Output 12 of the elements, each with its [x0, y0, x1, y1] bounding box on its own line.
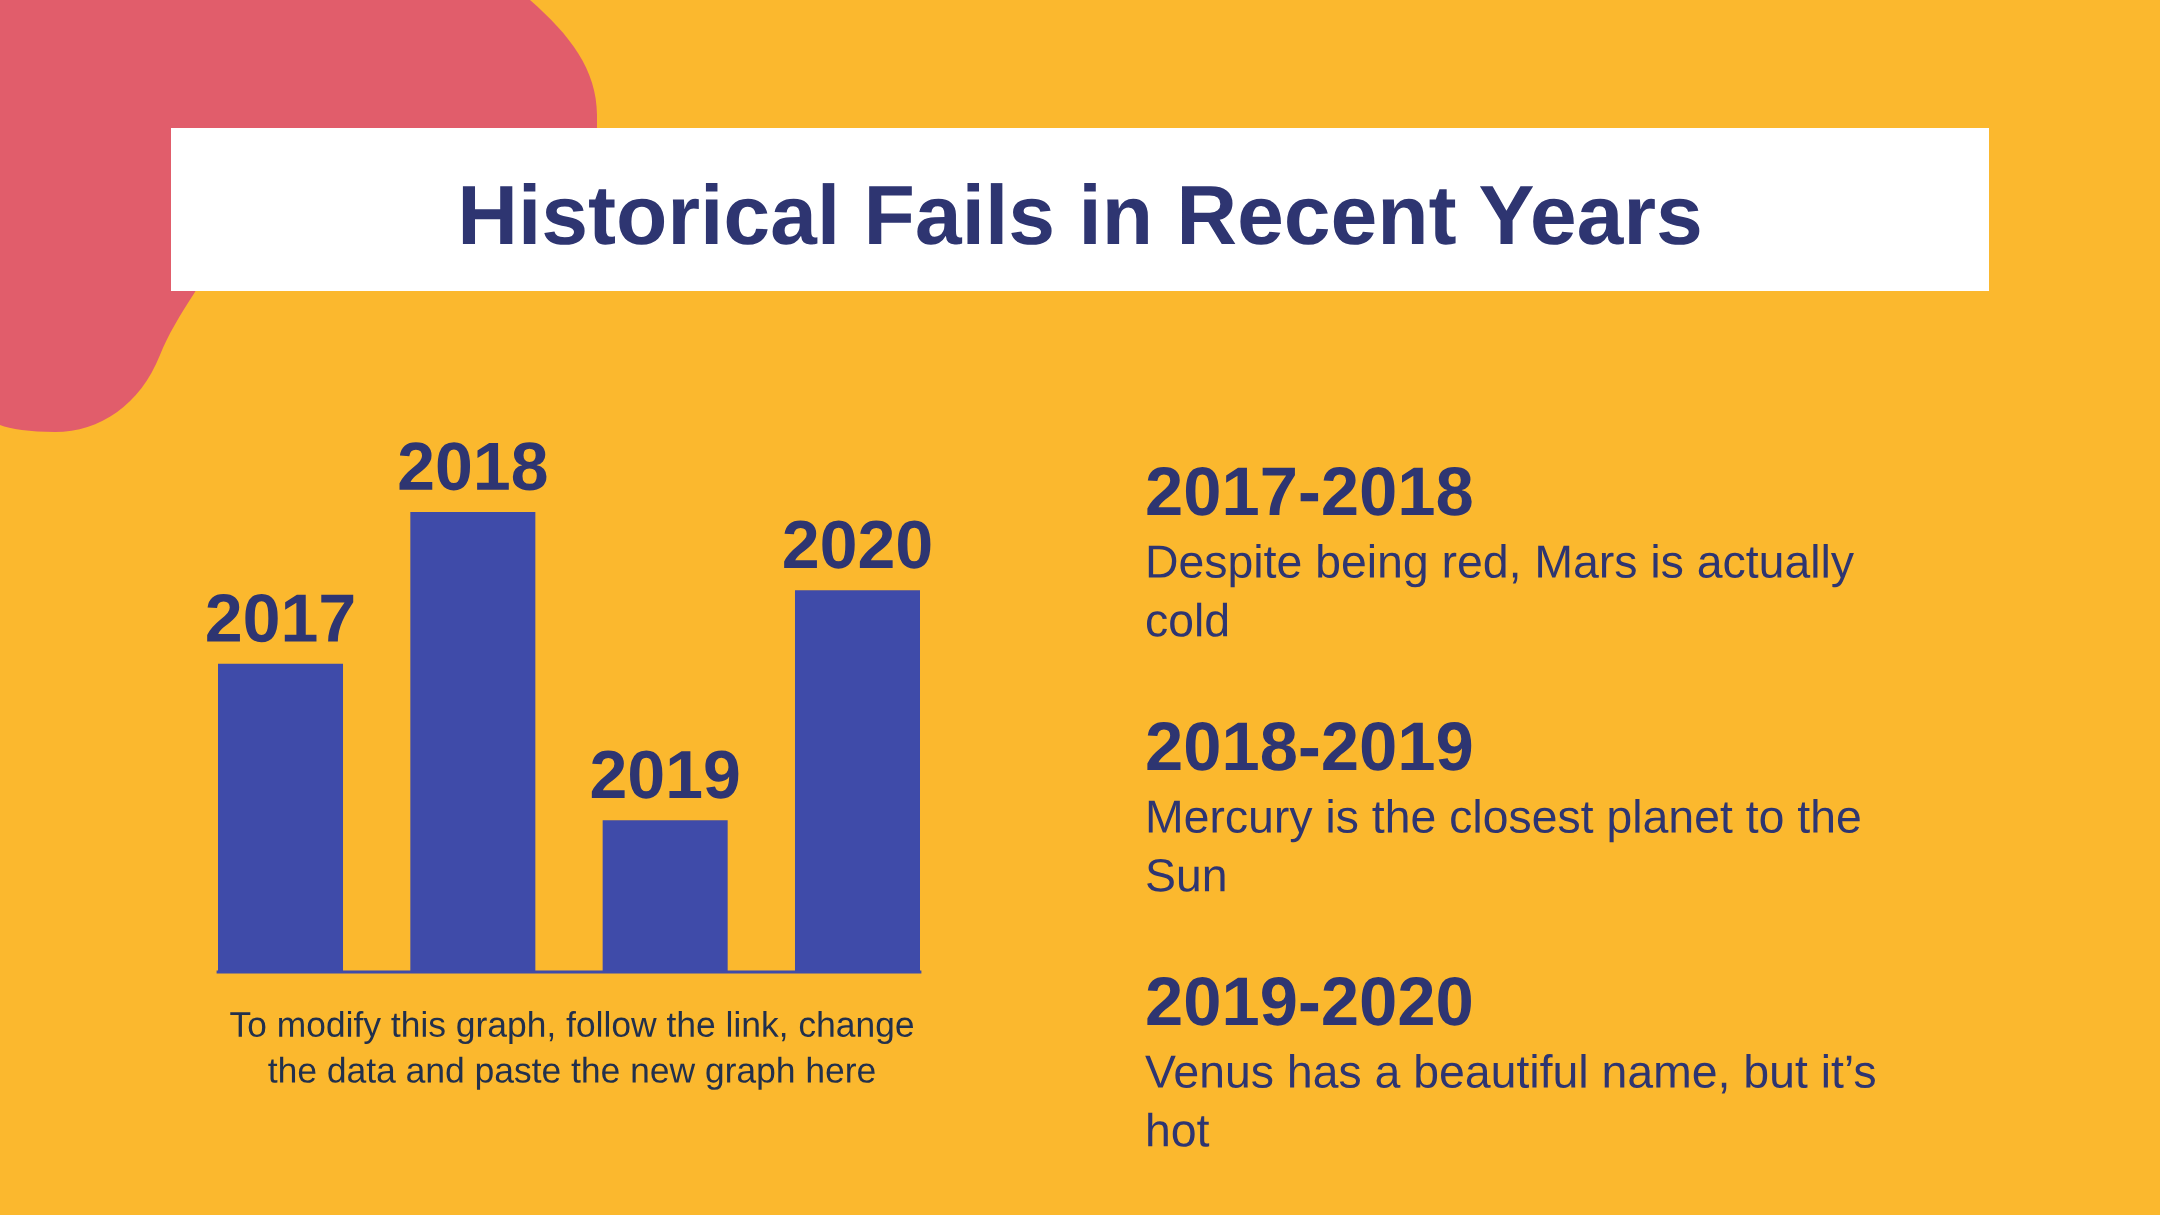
x-tick-label: 2020 — [784, 520, 931, 569]
text: 2018-2019 — [1147, 721, 1472, 771]
text: Venus has a beautiful name, but it’s hot — [1145, 1054, 1875, 1147]
x-tick-label: 2017 — [207, 594, 354, 643]
text: To modify this graph, follow the link, change the data and paste the new graph here — [230, 1011, 913, 1090]
text: Despite being red, Mars is actually cold — [1146, 544, 1854, 637]
chart-title: Historical Fails in Recent Years — [462, 183, 1700, 245]
text: 2019-2020 — [1147, 976, 1471, 1026]
x-tick-label: 2019 — [591, 750, 739, 799]
text: 2017-2018 — [1147, 466, 1472, 516]
text: Mercury is the closest planet to the Sun — [1147, 799, 1860, 892]
x-tick-label: 2018 — [399, 442, 547, 491]
